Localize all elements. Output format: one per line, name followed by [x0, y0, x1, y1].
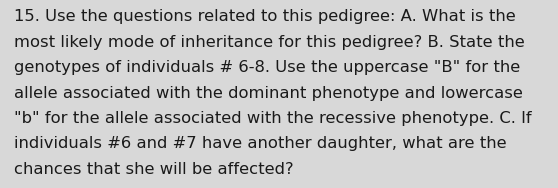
Text: 15. Use the questions related to this pedigree: A. What is the: 15. Use the questions related to this pe…	[14, 9, 516, 24]
Text: allele associated with the dominant phenotype and lowercase: allele associated with the dominant phen…	[14, 86, 523, 101]
Text: chances that she will be affected?: chances that she will be affected?	[14, 162, 294, 177]
Text: individuals #6 and #7 have another daughter, what are the: individuals #6 and #7 have another daugh…	[14, 136, 507, 151]
Text: "b" for the allele associated with the recessive phenotype. C. If: "b" for the allele associated with the r…	[14, 111, 532, 126]
Text: genotypes of individuals # 6-8. Use the uppercase "B" for the: genotypes of individuals # 6-8. Use the …	[14, 60, 520, 75]
Text: most likely mode of inheritance for this pedigree? B. State the: most likely mode of inheritance for this…	[14, 35, 525, 50]
